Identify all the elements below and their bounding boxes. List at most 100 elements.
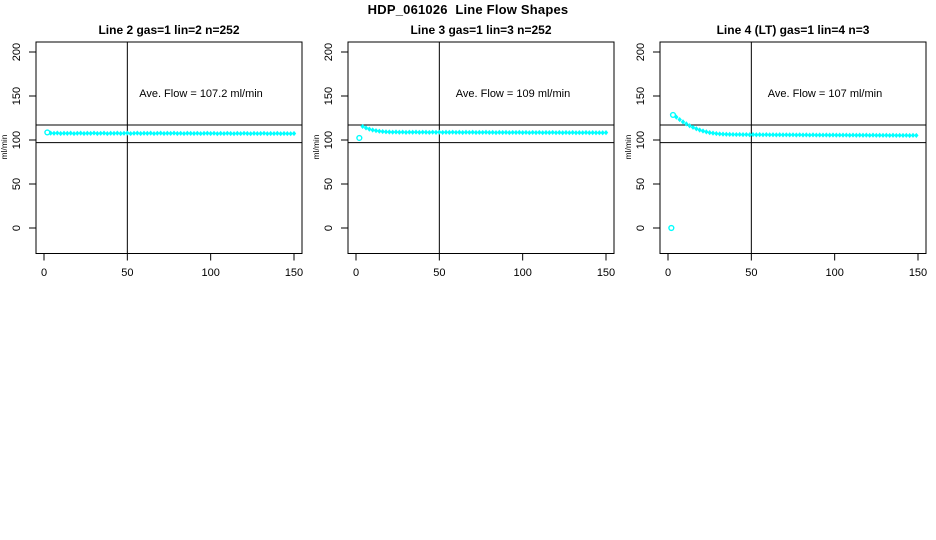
flow-point <box>98 130 103 136</box>
plot-frame <box>35 41 303 254</box>
flow-point <box>750 131 756 138</box>
flow-point <box>460 129 465 136</box>
flow-point <box>178 130 183 136</box>
flow-point <box>510 129 515 136</box>
y-tick-label: 150 <box>635 87 647 105</box>
flow-point <box>121 130 127 136</box>
flow-point <box>138 130 143 137</box>
flow-point <box>245 130 250 137</box>
flow-point <box>443 129 449 135</box>
flow-point <box>235 130 240 136</box>
flow-point <box>790 132 796 138</box>
flow-point <box>51 130 57 136</box>
flow-point <box>704 129 709 135</box>
x-tick-label: 100 <box>513 267 531 279</box>
flow-point <box>205 130 210 136</box>
flow-point <box>690 124 696 130</box>
flow-point <box>288 131 293 137</box>
x-tick-label: 150 <box>597 267 615 279</box>
flow-point <box>523 129 529 136</box>
flow-point <box>710 130 716 136</box>
flow-point <box>680 119 686 125</box>
flow-point <box>125 130 130 136</box>
flow-point <box>390 129 395 135</box>
plot-frame <box>659 41 927 254</box>
y-tick-label: 50 <box>323 178 335 190</box>
flow-point <box>88 130 93 136</box>
flow-point <box>483 129 489 135</box>
flow-point <box>760 132 766 138</box>
flow-point <box>377 128 382 134</box>
flow-point <box>131 130 137 136</box>
flow-point <box>393 129 399 135</box>
flow-point <box>198 130 203 137</box>
flow-point <box>720 131 726 137</box>
flow-point <box>181 130 187 137</box>
flow-point <box>161 130 167 137</box>
ave-flow-annotation: Ave. Flow = 107.2 ml/min <box>139 88 263 100</box>
y-tick-label: 100 <box>323 131 335 149</box>
flow-point <box>447 129 452 135</box>
y-tick-label: 50 <box>635 178 647 190</box>
flow-point <box>268 130 273 137</box>
flow-point <box>507 130 512 136</box>
flow-point <box>151 130 157 137</box>
flow-point <box>740 132 746 138</box>
subplot-line3: Line 3 gas=1 lin=3 n=252 0 50 100 150 0 50 100 1… <box>312 18 624 288</box>
flow-point <box>128 130 133 137</box>
flow-point <box>427 129 432 136</box>
flow-point <box>105 130 110 137</box>
flow-point <box>503 129 509 135</box>
flow-point <box>75 130 80 136</box>
flow-point <box>770 132 776 138</box>
flow-point <box>780 132 786 138</box>
y-tick-label: 100 <box>635 131 647 149</box>
flow-point <box>440 129 445 136</box>
flow-point <box>367 126 372 132</box>
flow-point <box>188 130 193 136</box>
flow-point <box>400 129 405 135</box>
subplot-title: Line 2 gas=1 lin=2 n=252 <box>98 23 239 37</box>
flow-point <box>208 130 213 137</box>
plot-canvas: Line 2 gas=1 lin=2 n=252 0 50 100 150 0 50 100 1… <box>0 23 303 279</box>
flow-point <box>218 130 223 136</box>
flow-point <box>417 129 422 135</box>
subplot-line2: Line 2 gas=1 lin=2 n=252 0 50 100 150 0 50 100 1… <box>0 18 312 288</box>
flow-point <box>141 130 147 136</box>
flow-point <box>500 129 505 136</box>
flow-point <box>211 130 217 136</box>
flow-point <box>497 129 502 135</box>
flow-point <box>265 131 270 137</box>
flow-point <box>85 130 90 136</box>
flow-point <box>914 132 919 139</box>
flow-point <box>225 130 230 136</box>
x-tick-label: 0 <box>353 267 359 279</box>
x-tick-label: 0 <box>41 267 47 279</box>
flow-point <box>493 130 499 136</box>
flow-point <box>238 130 243 137</box>
plot-canvas: Line 4 (LT) gas=1 lin=4 n=3 0 50 100 150 0 50 1… <box>624 23 927 279</box>
flow-point <box>487 129 492 136</box>
flow-point <box>840 132 846 138</box>
flow-point <box>285 130 290 137</box>
x-tick-label: 100 <box>825 267 843 279</box>
flow-point <box>185 130 190 136</box>
ave-flow-annotation: Ave. Flow = 109 ml/min <box>456 88 570 100</box>
flow-point <box>171 130 177 136</box>
flow-point <box>490 129 495 135</box>
flow-point <box>255 130 260 137</box>
flow-point <box>155 130 160 136</box>
flow-point <box>423 129 429 135</box>
flow-point <box>473 129 479 136</box>
flow-point <box>258 130 263 137</box>
x-tick-label: 50 <box>745 267 757 279</box>
y-tick-label: 150 <box>11 87 23 105</box>
flow-point <box>463 129 469 135</box>
y-tick-label: 100 <box>11 131 23 149</box>
flow-point <box>563 129 569 136</box>
flow-point <box>697 127 702 133</box>
flow-point <box>890 132 896 138</box>
plot-frame <box>347 41 615 254</box>
flow-point <box>108 130 113 136</box>
flow-point <box>175 130 180 137</box>
